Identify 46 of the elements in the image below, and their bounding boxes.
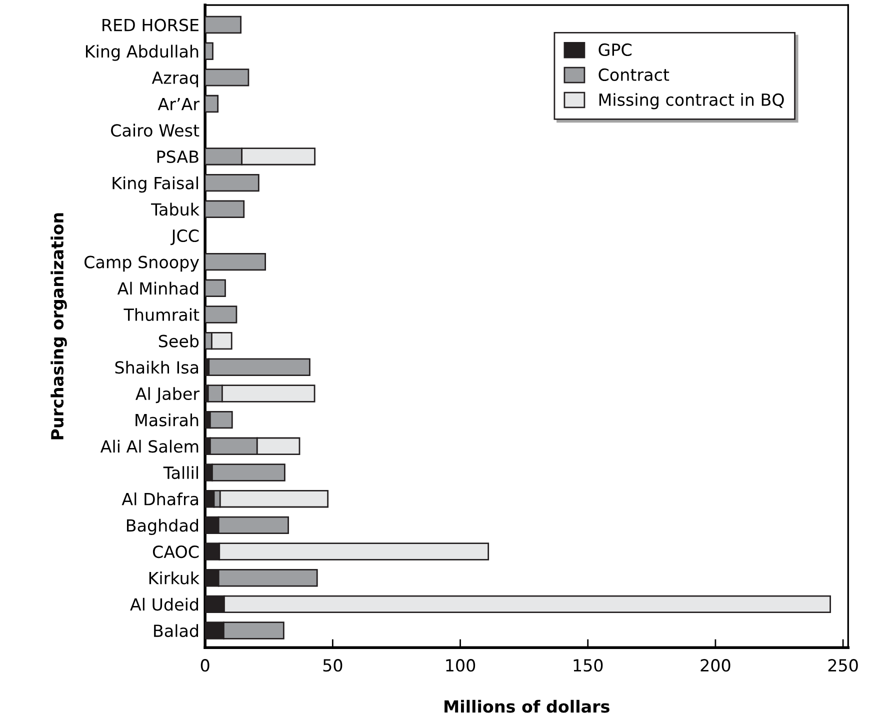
bar <box>205 174 260 192</box>
bar <box>205 16 242 34</box>
y-tick-label: Ali Al Salem <box>100 440 198 453</box>
x-axis-title: Millions of dollars <box>444 700 610 713</box>
bar <box>209 410 233 429</box>
y-axis-title: Purchasing organization <box>50 213 67 440</box>
y-tick-label: Tabuk <box>151 202 200 216</box>
legend-label: Contract <box>598 68 670 82</box>
bar <box>205 200 245 218</box>
y-tick-label: Al Udeid <box>130 598 198 611</box>
x-tick-label: 0 <box>200 659 210 672</box>
x-tick-label: 200 <box>700 659 730 672</box>
y-tick-label: King Abdullah <box>86 44 198 61</box>
y-tick-label: Ar’Ar <box>158 98 200 110</box>
y-tick-label: Balad <box>154 624 198 638</box>
x-tick-label: 250 <box>828 659 858 672</box>
y-tick-label: Al Dhafra <box>122 492 198 506</box>
y-tick-label: Thumrait <box>124 308 200 322</box>
x-tick-label: 100 <box>446 659 476 672</box>
x-tick-label: 150 <box>574 659 603 672</box>
bar <box>205 306 238 324</box>
y-tick-label: Cairo West <box>111 124 200 137</box>
y-tick-label: Seeb <box>158 334 199 348</box>
y-tick-label: Kirkuk <box>149 572 200 584</box>
bar <box>205 279 226 297</box>
bar <box>205 252 266 271</box>
y-tick-label: Al Minhad <box>117 282 198 295</box>
y-tick-label: Azraq <box>152 72 198 88</box>
legend-label: Missing contract in BQ <box>599 93 784 110</box>
bar <box>208 358 310 376</box>
y-tick-label: PSAB <box>157 150 198 164</box>
bar <box>205 42 214 60</box>
y-tick-label: Tallil <box>163 466 198 480</box>
bar <box>205 68 250 86</box>
y-tick-label: King Faisal <box>112 176 198 193</box>
bar <box>205 94 219 113</box>
y-tick-label: CAOC <box>152 545 199 558</box>
y-tick-label: Camp Snoopy <box>84 256 200 272</box>
y-tick-label: JCC <box>170 229 199 246</box>
y-tick-label: RED HORSE <box>102 18 198 32</box>
legend-label: GPC <box>598 43 632 56</box>
x-tick-label: 50 <box>323 659 342 672</box>
y-tick-label: Baghdad <box>126 518 198 535</box>
y-tick-label: Shaikh Isa <box>115 360 198 374</box>
y-tick-label: Al Jaber <box>136 387 200 404</box>
y-tick-label: Masirah <box>136 413 198 426</box>
